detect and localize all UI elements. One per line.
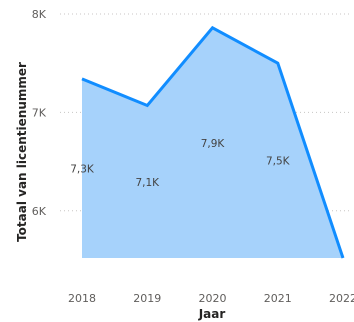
- series-line: [81, 25, 345, 259]
- y-tick-label: 8K: [32, 8, 47, 21]
- data-label: 7,9K: [201, 138, 226, 150]
- data-label: 7,5K: [266, 156, 291, 168]
- data-label: 7,3K: [70, 163, 95, 175]
- x-axis-ticks: 2018 2019 2020 2021 2022: [68, 292, 354, 305]
- x-tick-label: 2018: [68, 292, 96, 305]
- x-tick-label: 2019: [133, 292, 161, 305]
- y-tick-label: 6K: [32, 205, 47, 218]
- x-tick-label: 2022: [329, 292, 354, 305]
- y-axis-ticks: 8K 7K 6K: [32, 8, 47, 218]
- data-labels: 7,3K 7,1K 7,9K 7,5K: [70, 138, 290, 189]
- x-axis-title: Jaar: [198, 307, 226, 321]
- y-axis-title: Totaal van licentienummer: [15, 62, 29, 242]
- data-label: 7,1K: [135, 177, 160, 189]
- y-tick-label: 7K: [32, 106, 47, 119]
- x-tick-label: 2021: [264, 292, 292, 305]
- x-tick-label: 2020: [199, 292, 227, 305]
- area-fill: [82, 27, 343, 258]
